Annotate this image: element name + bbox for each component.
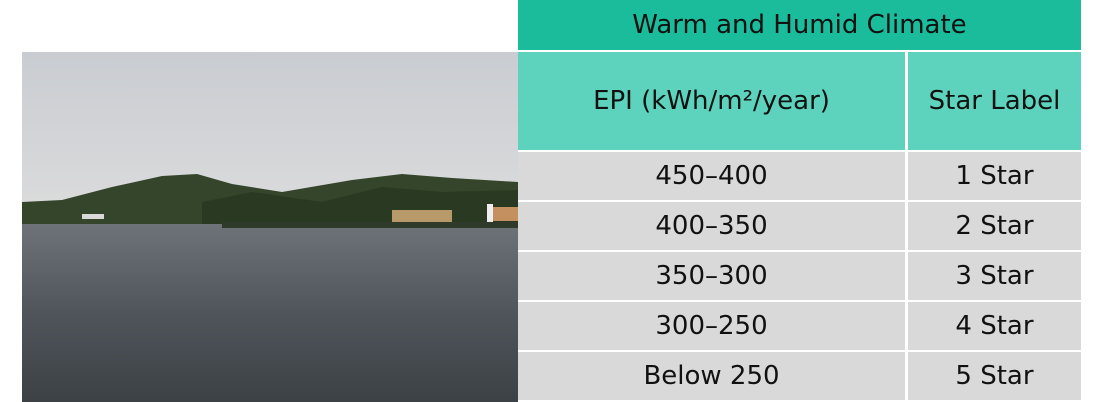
landscape-photo [22,52,518,402]
epi-range-cell: 350–300 [518,252,908,302]
table-title: Warm and Humid Climate [518,0,1081,52]
epi-range-cell: 450–400 [518,152,908,202]
column-header: EPI (kWh/m²/year) [518,52,908,152]
star-label-cell: 5 Star [908,352,1081,402]
star-label-cell: 2 Star [908,202,1081,252]
star-rating-table: Warm and Humid Climate EPI (kWh/m²/year)… [518,0,1081,402]
star-label-cell: 4 Star [908,302,1081,352]
epi-range-cell: Below 250 [518,352,908,402]
epi-range-cell: 400–350 [518,202,908,252]
star-label-cell: 3 Star [908,252,1081,302]
epi-range-cell: 300–250 [518,302,908,352]
column-header: Star Label [908,52,1081,152]
star-label-cell: 1 Star [908,152,1081,202]
